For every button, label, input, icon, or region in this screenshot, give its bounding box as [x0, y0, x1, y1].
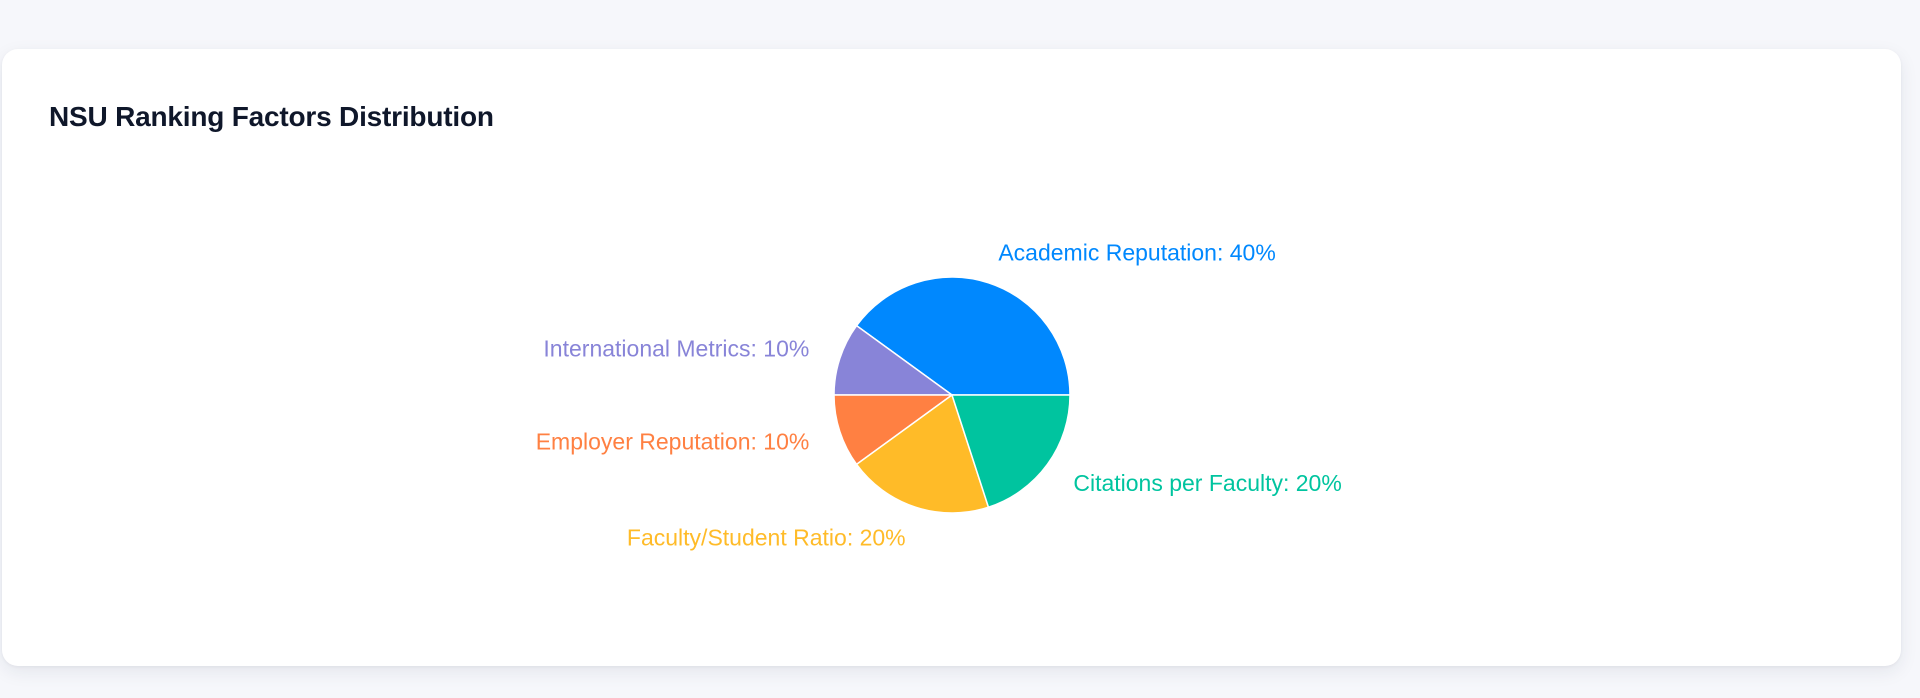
- pie-label-citations-per-faculty: Citations per Faculty: 20%: [1073, 470, 1341, 496]
- pie-slice-academic-reputation[interactable]: [855, 276, 1071, 396]
- pie-label-international-metrics: International Metrics: 10%: [543, 336, 809, 362]
- chart-title: NSU Ranking Factors Distribution: [49, 101, 494, 132]
- pie-label-faculty-student-ratio: Faculty/Student Ratio: 20%: [627, 525, 906, 551]
- pie-labels: Academic Reputation: 40% International Me…: [536, 239, 1342, 550]
- pie-label-employer-reputation: Employer Reputation: 10%: [536, 428, 810, 454]
- pie-slice-faculty-student-ratio[interactable]: [855, 393, 990, 514]
- pie-slices: [833, 276, 1071, 514]
- pie-slice-citations-per-faculty[interactable]: [950, 394, 1071, 509]
- pie-slice-employer-reputation[interactable]: [833, 394, 955, 466]
- chart-card: NSU Ranking Factors Distribution Academi…: [2, 49, 1901, 666]
- pie-chart: Academic Reputation: 40% International Me…: [536, 239, 1342, 550]
- pie-slice-international-metrics[interactable]: [833, 324, 955, 396]
- pie-label-academic-reputation: Academic Reputation: 40%: [998, 239, 1275, 265]
